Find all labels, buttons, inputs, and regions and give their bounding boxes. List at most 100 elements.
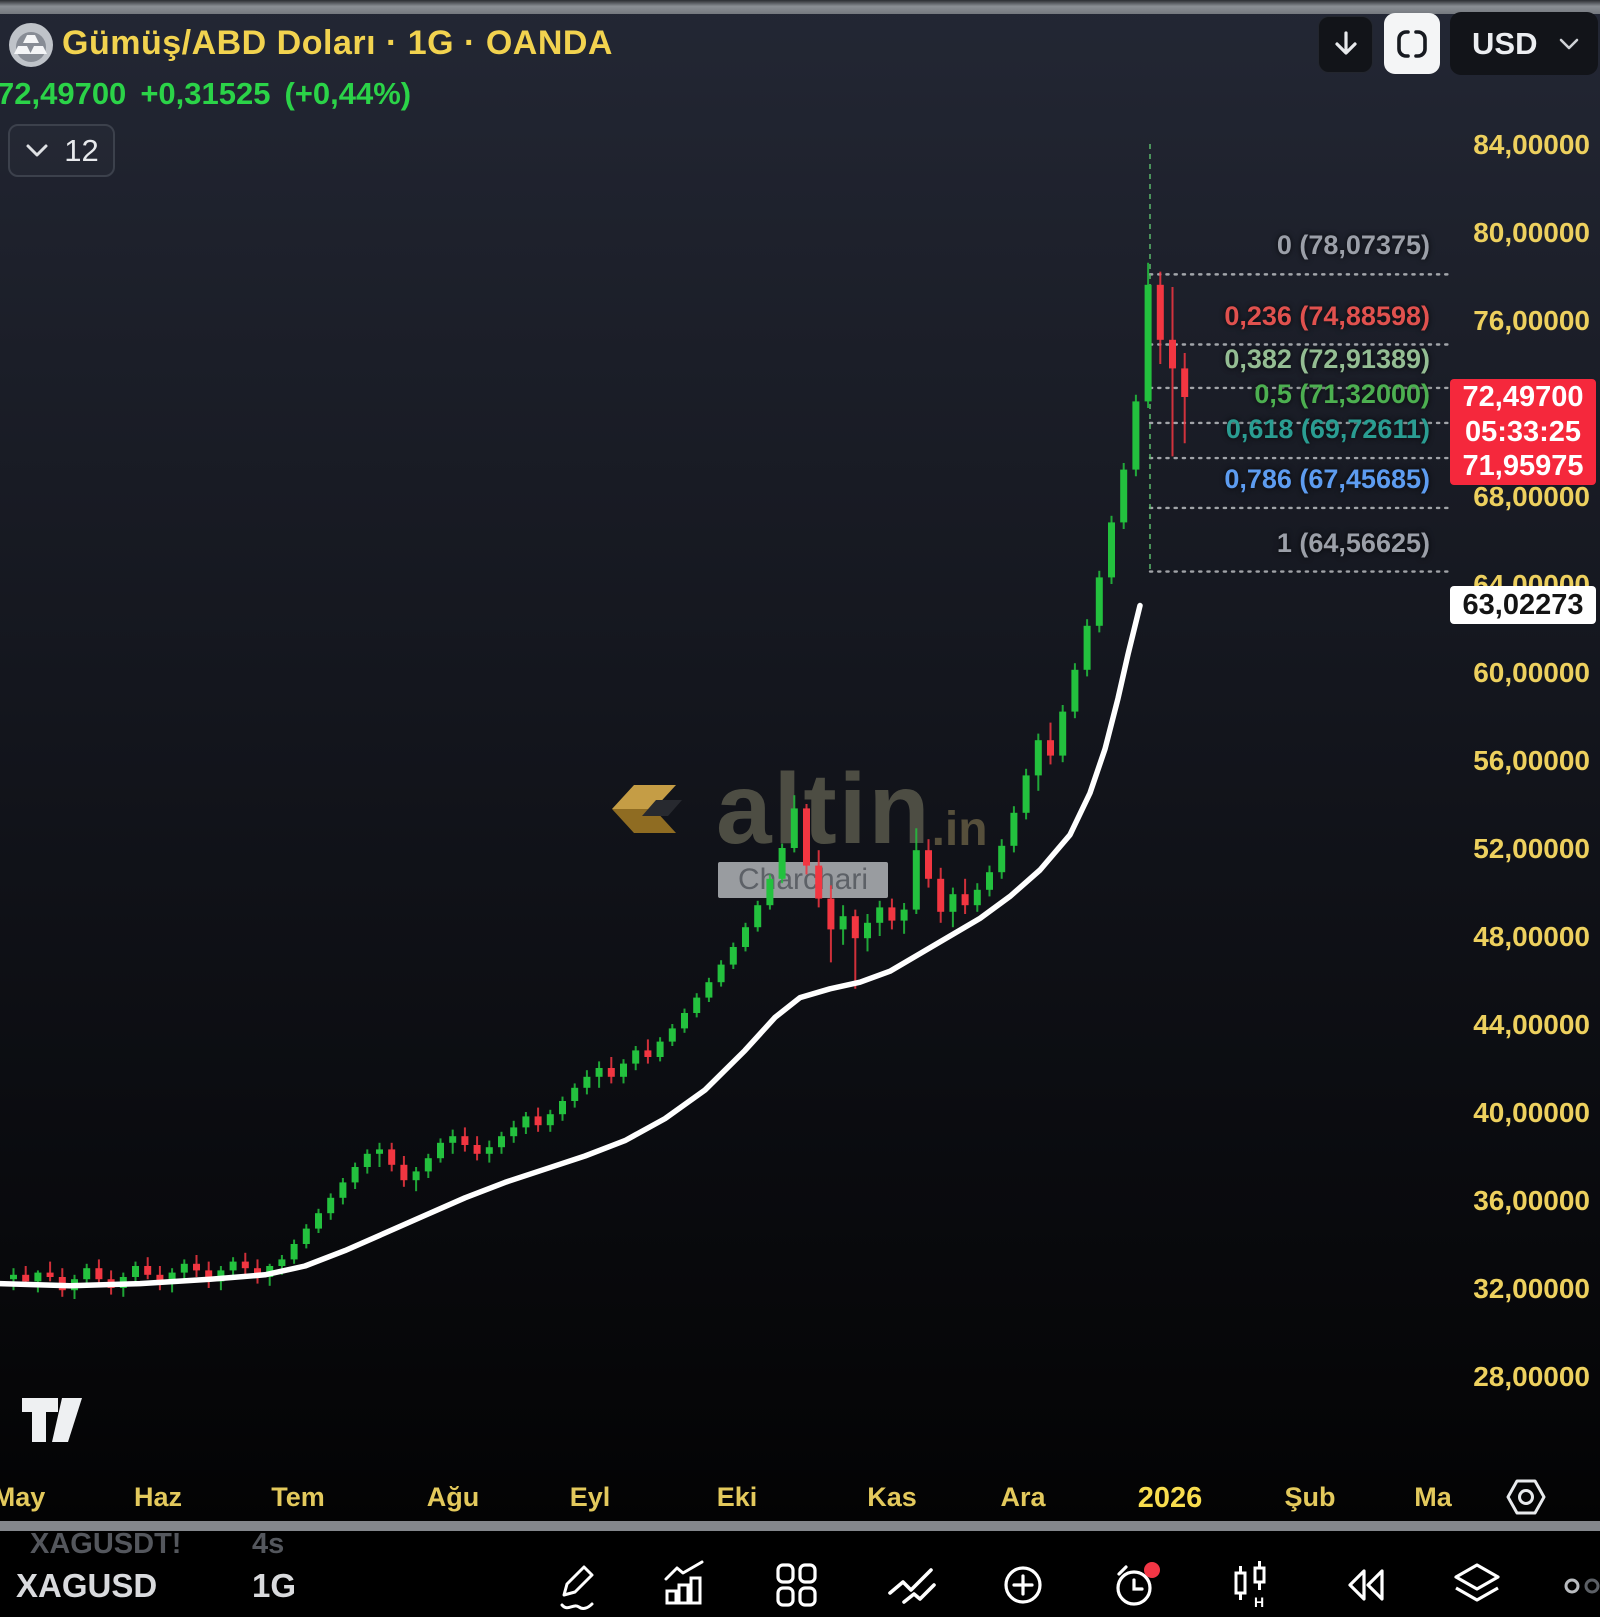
- candle-body: [754, 905, 762, 928]
- y-axis-label: 52,00000: [1473, 833, 1590, 864]
- candle-body: [229, 1261, 237, 1271]
- candle-body: [510, 1127, 518, 1137]
- candle-body: [1083, 625, 1091, 670]
- candle-body: [851, 916, 859, 939]
- y-axis-label: 84,00000: [1473, 129, 1590, 160]
- currency-dropdown[interactable]: USD: [1450, 12, 1598, 75]
- y-axis-label: 40,00000: [1473, 1097, 1590, 1128]
- candle-body: [1108, 522, 1115, 578]
- interval-selector[interactable]: 12: [8, 124, 115, 177]
- candle-body: [498, 1136, 505, 1148]
- download-arrow-icon: [1334, 30, 1357, 55]
- candle-body: [449, 1136, 457, 1143]
- candle-body: [595, 1068, 603, 1077]
- candle-body: [156, 1274, 164, 1284]
- watchlist-symbol: XAGUSDT!: [30, 1528, 182, 1560]
- chart-canvas[interactable]: [0, 0, 1600, 1530]
- candle-body: [10, 1274, 17, 1280]
- watermark-brand: altin: [716, 753, 932, 865]
- watermark-suffix: .in: [931, 803, 988, 856]
- y-axis-label: 76,00000: [1473, 305, 1590, 336]
- indicators-chart-icon[interactable]: [662, 1559, 708, 1613]
- candle-body: [327, 1197, 335, 1214]
- watchlist-interval: 4s: [252, 1528, 285, 1560]
- chevron-down-icon: [26, 144, 48, 156]
- download-button[interactable]: [1318, 16, 1373, 73]
- add-plus-circle-icon[interactable]: [1000, 1559, 1046, 1613]
- y-axis-label: 68,00000: [1473, 481, 1590, 512]
- candle-body: [193, 1263, 200, 1271]
- candle-body: [705, 982, 713, 998]
- trend-arrows-icon[interactable]: [886, 1559, 938, 1613]
- tag-secondary-price: 71,95975: [1462, 450, 1584, 483]
- more-dots-icon[interactable]: [1562, 1559, 1600, 1613]
- time-scale[interactable]: May Haz Tem Ağu Eyl Eki Kas Ara 2026 Şub Ma: [0, 1474, 1600, 1522]
- candle-body: [1071, 669, 1079, 712]
- ma-price-tag: 63,02273: [1450, 586, 1596, 625]
- candle-body: [571, 1087, 579, 1101]
- candle-body: [607, 1068, 615, 1077]
- candle-body: [1059, 711, 1067, 756]
- last-price: 72,49700: [0, 76, 127, 111]
- candle-body: [534, 1116, 542, 1126]
- candle-body: [241, 1261, 249, 1269]
- capture-button[interactable]: [1384, 13, 1440, 74]
- svg-text:H: H: [1254, 1594, 1264, 1610]
- candle-body: [400, 1164, 408, 1181]
- candle-body: [815, 865, 823, 899]
- watermark: altin .in Charchari: [612, 753, 988, 898]
- tradingview-logo-icon[interactable]: [20, 1396, 86, 1446]
- price-change: +0,31525: [140, 76, 271, 111]
- layouts-grid-icon[interactable]: [774, 1559, 820, 1613]
- x-axis-label: May: [0, 1482, 46, 1512]
- candle-body: [205, 1270, 213, 1282]
- candle-body: [937, 878, 945, 912]
- x-axis-label: Kas: [867, 1482, 917, 1512]
- alarm-clock-icon[interactable]: [1112, 1559, 1162, 1613]
- price-row: 72,49700 +0,31525 (+0,44%): [0, 76, 425, 112]
- candle-body: [656, 1041, 664, 1057]
- candle-body: [46, 1272, 54, 1277]
- symbol-title[interactable]: Gümüş/ABD Doları · 1G · OANDA: [62, 24, 613, 62]
- x-axis-label: Ma: [1414, 1482, 1452, 1512]
- x-axis-label: Eyl: [569, 1482, 611, 1512]
- candle-body: [95, 1268, 103, 1280]
- x-axis-label: Tem: [271, 1482, 325, 1512]
- candle-body: [961, 894, 969, 906]
- candle-body: [1095, 577, 1103, 626]
- price-change-pct: (+0,44%): [284, 76, 412, 111]
- candle-body: [766, 878, 774, 906]
- candle-body: [1047, 740, 1054, 756]
- candle-body: [644, 1050, 652, 1057]
- candle-body: [22, 1274, 30, 1282]
- candle-body: [254, 1268, 261, 1277]
- gear-icon[interactable]: [1502, 1474, 1550, 1520]
- chart-type-candles-icon[interactable]: H: [1228, 1559, 1274, 1615]
- candle-body: [912, 850, 920, 910]
- layers-stack-icon[interactable]: [1452, 1559, 1502, 1613]
- candle-body: [900, 909, 908, 921]
- candle-body: [83, 1268, 91, 1280]
- price-scale[interactable]: 84,00000 80,00000 76,00000 68,00000 64,00000…: [1448, 0, 1600, 1530]
- candle-body: [546, 1114, 554, 1126]
- candle-body: [1120, 469, 1128, 523]
- replay-rewind-icon[interactable]: [1342, 1559, 1390, 1613]
- candle-body: [717, 964, 725, 983]
- y-axis-label: 80,00000: [1473, 217, 1590, 248]
- x-axis-label: Şub: [1284, 1482, 1336, 1512]
- candle-body: [180, 1263, 188, 1273]
- candle-body: [778, 848, 786, 879]
- candle-body: [986, 872, 993, 890]
- watermark-caption: Charchari: [718, 862, 888, 898]
- candle-body: [1169, 339, 1176, 369]
- draw-pencil-icon[interactable]: [556, 1559, 602, 1613]
- candle-body: [1010, 812, 1018, 846]
- candle-body: [790, 808, 798, 848]
- candle-body: [888, 907, 896, 921]
- x-axis-label: Eki: [716, 1482, 758, 1512]
- interval-selector-value: 12: [64, 132, 99, 168]
- candle-body: [729, 947, 737, 965]
- candle-body: [803, 808, 810, 866]
- ma-line: [0, 602, 1143, 1289]
